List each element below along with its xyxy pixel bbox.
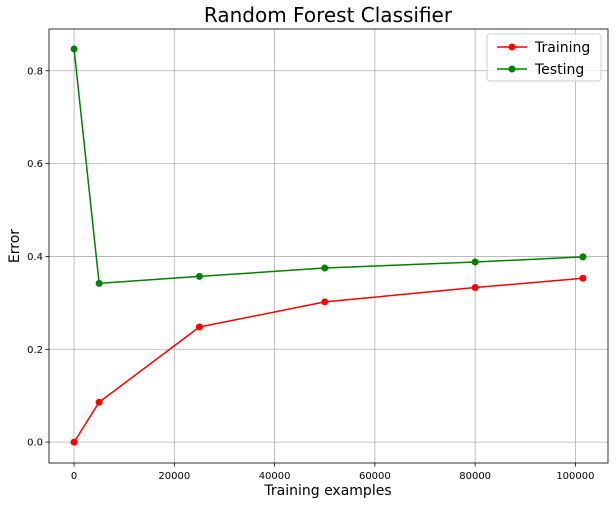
x-tick-label: 20000 — [158, 471, 190, 482]
data-point-testing — [579, 253, 587, 261]
legend: Training Testing — [486, 33, 602, 82]
chart-title: Random Forest Classifier — [204, 3, 453, 27]
series-line-training — [73, 277, 583, 443]
series-layer — [70, 45, 587, 446]
legend-label-testing: Testing — [534, 62, 584, 78]
data-point-testing — [95, 279, 103, 287]
plot-frame — [48, 28, 609, 464]
y-axis-label: Error — [7, 229, 23, 263]
series-line-testing — [73, 48, 583, 285]
data-point-testing — [471, 258, 479, 266]
data-point-testing — [195, 272, 203, 280]
data-point-testing — [70, 45, 78, 53]
x-tick-label: 40000 — [259, 471, 291, 482]
y-tick-label: 0.2 — [27, 345, 43, 356]
y-tick-label: 0.4 — [27, 252, 43, 263]
x-axis-label: Training examples — [263, 483, 391, 499]
data-point-training — [95, 398, 103, 406]
x-tick-label: 60000 — [359, 471, 391, 482]
data-point-training — [195, 323, 203, 331]
y-tick-label: 0.6 — [27, 159, 43, 170]
legend-marker-testing — [508, 65, 516, 73]
x-tick-label: 80000 — [459, 471, 491, 482]
x-tick-label: 0 — [71, 471, 77, 482]
data-point-training — [70, 438, 78, 446]
data-point-testing — [321, 264, 329, 272]
legend-marker-training — [508, 43, 516, 51]
x-axis-ticks: 0 20000 40000 60000 80000 100000 — [71, 463, 595, 482]
data-point-training — [471, 284, 479, 292]
data-point-training — [579, 274, 587, 282]
y-tick-label: 0.8 — [27, 66, 43, 77]
data-point-training — [321, 298, 329, 306]
y-tick-label: 0.0 — [27, 438, 43, 449]
y-axis-ticks: 0.0 0.2 0.4 0.6 0.8 — [27, 66, 49, 449]
x-tick-label: 100000 — [556, 471, 594, 482]
legend-label-training: Training — [534, 40, 590, 56]
